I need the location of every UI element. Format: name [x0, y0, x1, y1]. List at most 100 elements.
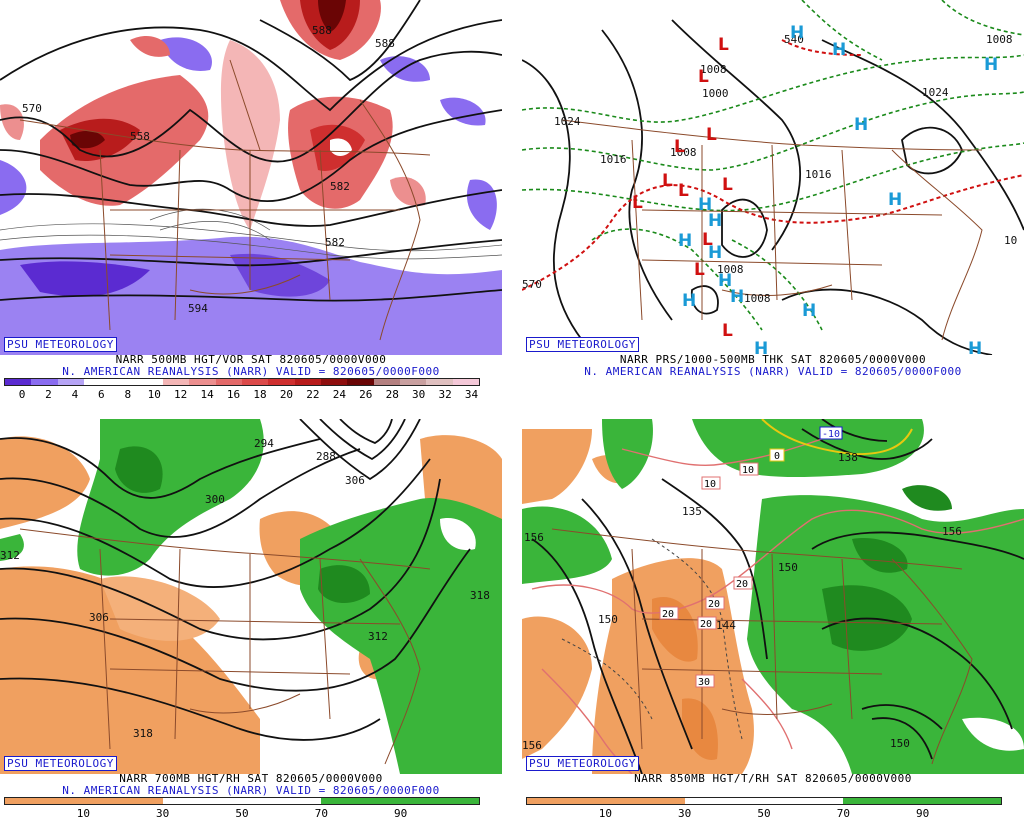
- low-pressure-symbol: L: [632, 193, 643, 213]
- rh-scale-ticks: 10 30 50 70 90: [526, 807, 1002, 820]
- scale-tick-label: 30: [412, 388, 426, 401]
- panel-subtitle: N. AMERICAN REANALYSIS (NARR) VALID = 82…: [584, 365, 962, 378]
- contour-label: 594: [188, 302, 208, 315]
- panel-title: NARR 850MB HGT/T/RH SAT 820605/0000V000: [634, 772, 912, 785]
- panel-title: NARR 500MB HGT/VOR SAT 820605/0000V000: [115, 353, 387, 366]
- low-pressure-symbol: L: [702, 230, 713, 250]
- scale-tick-label: 16: [226, 388, 241, 401]
- contour-label: 588: [312, 24, 332, 37]
- scale-tick-label: 32: [438, 388, 452, 401]
- scale-swatch: [399, 379, 427, 385]
- scale-tick-label: 90: [394, 807, 408, 820]
- contour-label: 144: [716, 619, 736, 632]
- contour-label: 138: [838, 451, 858, 464]
- high-pressure-symbol: H: [802, 301, 816, 321]
- temperature-label: 20: [708, 599, 720, 610]
- panel-title: NARR 700MB HGT/RH SAT 820605/0000V000: [119, 772, 383, 785]
- scale-swatch: [83, 379, 111, 385]
- panel-title: NARR PRS/1000-500MB THK SAT 820605/0000V…: [619, 353, 927, 366]
- scale-tick-label: 90: [916, 807, 930, 820]
- panel-subtitle: N. AMERICAN REANALYSIS (NARR) VALID = 82…: [62, 365, 440, 378]
- psu-meteorology-badge: PSU METEOROLOGY: [526, 337, 639, 352]
- scale-swatch: [400, 798, 479, 804]
- contour-label: 306: [89, 611, 109, 624]
- psu-meteorology-badge: PSU METEOROLOGY: [526, 756, 639, 771]
- isobar-label: 1008: [986, 33, 1013, 46]
- contour-label: 558: [130, 130, 150, 143]
- scale-swatch: [527, 798, 606, 804]
- scale-tick-label: 8: [124, 388, 132, 401]
- low-pressure-symbol: L: [662, 171, 673, 191]
- scale-tick-label: 14: [200, 388, 214, 401]
- scale-tick-label: 12: [174, 388, 188, 401]
- temperature-label: 20: [736, 579, 748, 590]
- high-pressure-symbol: H: [790, 23, 804, 43]
- contour-label: 150: [778, 561, 798, 574]
- scale-swatch: [452, 379, 479, 385]
- scale-tick-label: 6: [98, 388, 105, 401]
- isobar-label: 1016: [600, 153, 627, 166]
- scale-tick-label: 18: [253, 388, 267, 401]
- contour-label: 588: [375, 37, 395, 50]
- scale-tick-label: 4: [71, 388, 79, 401]
- map-pressure-thickness: 1024 1000 1008 1016 1008 1008 1008 1024 …: [522, 0, 1024, 355]
- temperature-label: 20: [700, 619, 712, 630]
- scale-tick-label: 50: [757, 807, 771, 820]
- psu-meteorology-badge: PSU METEOROLOGY: [4, 337, 117, 352]
- high-pressure-symbol: H: [682, 291, 696, 311]
- temperature-label: 20: [662, 609, 674, 620]
- high-pressure-symbol: H: [968, 339, 982, 355]
- contour-label: 318: [133, 727, 153, 740]
- contour-label: 300: [205, 493, 225, 506]
- scale-swatch: [347, 379, 374, 385]
- isobar-label: 10: [1004, 234, 1017, 247]
- vorticity-color-scale: [4, 378, 480, 386]
- low-pressure-symbol: L: [694, 260, 705, 280]
- scale-tick-label: 10: [147, 388, 161, 401]
- scale-tick-label: 24: [332, 388, 346, 401]
- scale-tick-label: 70: [314, 807, 328, 820]
- scale-swatch: [162, 379, 190, 385]
- low-pressure-symbol: L: [722, 321, 733, 341]
- panel-700mb-rh: 294 288 306 300 312 306 312 318 318 PSU …: [0, 419, 502, 820]
- contour-label: 582: [325, 236, 345, 249]
- panel-subtitle: N. AMERICAN REANALYSIS (NARR) VALID = 82…: [62, 784, 440, 797]
- scale-swatch: [5, 379, 32, 385]
- low-pressure-symbol: L: [678, 181, 689, 201]
- high-pressure-symbol: H: [718, 271, 732, 291]
- scale-tick-label: 22: [306, 388, 320, 401]
- panel-850mb-temp-rh: 156 135 150 156 144 150 156 150 138 -10 …: [522, 419, 1024, 820]
- high-pressure-symbol: H: [678, 231, 692, 251]
- rh-color-scale: [4, 797, 480, 805]
- high-pressure-symbol: H: [730, 287, 744, 307]
- contour-label: 135: [682, 505, 702, 518]
- contour-label: 318: [470, 589, 490, 602]
- scale-swatch: [5, 798, 84, 804]
- low-pressure-symbol: L: [698, 67, 709, 87]
- low-pressure-symbol: L: [718, 35, 729, 55]
- scale-swatch: [764, 798, 843, 804]
- contour-label: 570: [22, 102, 42, 115]
- high-pressure-symbol: H: [854, 115, 868, 135]
- scale-tick-label: 0: [18, 388, 26, 401]
- scale-swatch: [110, 379, 137, 385]
- isobar-label: 1008: [717, 263, 744, 276]
- scale-swatch: [321, 798, 400, 804]
- isobar-label: 1008: [744, 292, 771, 305]
- contour-label: 288: [316, 450, 336, 463]
- scale-swatch: [268, 379, 295, 385]
- scale-swatch: [426, 379, 453, 385]
- contour-label: 312: [0, 549, 20, 562]
- low-pressure-symbol: L: [706, 125, 717, 145]
- contour-label: 294: [254, 437, 274, 450]
- isobar-label: 1008: [700, 63, 727, 76]
- thickness-label: 570: [522, 278, 542, 291]
- low-pressure-symbol: L: [722, 175, 733, 195]
- panel-500mb-vorticity: 570 558 594 582 582 588 588 PSU METEOROL…: [0, 0, 502, 401]
- scale-swatch: [294, 379, 321, 385]
- scale-tick-label: 50: [235, 807, 249, 820]
- map-500mb: 570 558 594 582 582 588 588: [0, 0, 502, 355]
- thickness-label: 540: [784, 33, 804, 46]
- isobar-label: 1024: [922, 86, 949, 99]
- scale-swatch: [606, 798, 685, 804]
